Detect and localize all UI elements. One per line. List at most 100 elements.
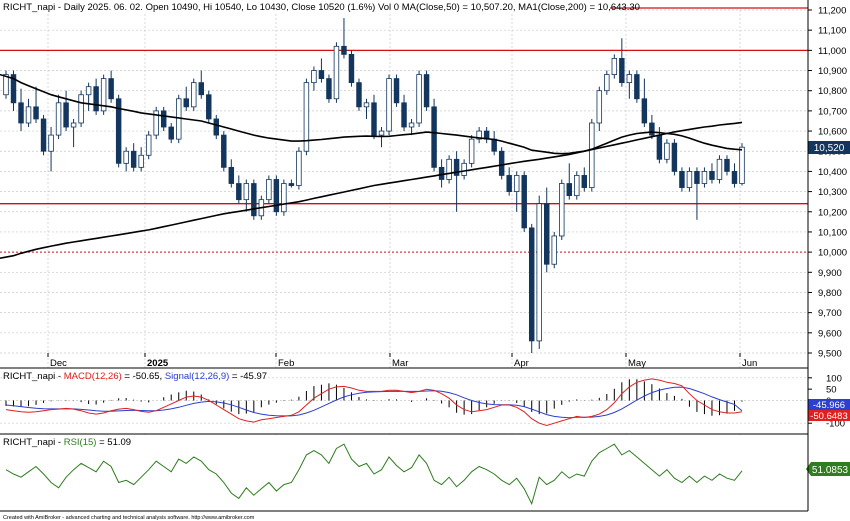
- candle-body: [566, 183, 572, 197]
- candle-body: [130, 150, 137, 168]
- rsi-plot-area[interactable]: [0, 435, 808, 511]
- ma50-line: [0, 73, 743, 155]
- candle-body: [40, 118, 47, 152]
- price-tick-label: 10,400: [818, 167, 847, 178]
- candle-body: [70, 122, 77, 128]
- x-tick-label: Mar: [392, 358, 408, 369]
- price-tick-label: 10,000: [818, 248, 847, 259]
- signal-badge: [808, 399, 850, 410]
- footer-credit: Created with AmiBroker - advanced charti…: [3, 515, 255, 521]
- macd-badge-label: -50.6483: [810, 411, 848, 422]
- candle-body: [386, 78, 392, 132]
- x-tick-label: 2025: [147, 358, 169, 369]
- price-tick-label: 10,900: [818, 66, 847, 77]
- macd-tick-label: 100: [826, 373, 842, 384]
- price-tick-label: 10,300: [818, 187, 847, 198]
- candle-body: [18, 102, 24, 124]
- price-tick-label: 10,100: [818, 227, 847, 238]
- candle-body: [559, 183, 565, 237]
- candle-body: [168, 126, 174, 140]
- price-tick-label: 10,600: [818, 127, 847, 138]
- candle-body: [423, 74, 430, 108]
- candle-body: [266, 179, 272, 201]
- candle-body: [596, 90, 603, 124]
- candle-body: [716, 158, 723, 180]
- candle-body: [108, 78, 114, 100]
- last-price-label: 10,520: [814, 143, 845, 154]
- last-price-badge: [808, 141, 850, 154]
- price-tick-label: 9,700: [818, 308, 842, 319]
- candle-body: [498, 150, 505, 176]
- candle-body: [236, 183, 242, 201]
- macd-pane: 100500-50-100 -45.966 -50.6483 RICHT_nap…: [0, 367, 850, 432]
- candle-body: [664, 142, 670, 160]
- candle-body: [243, 183, 250, 201]
- candle-body: [303, 82, 310, 152]
- x-tick-label: Dec: [50, 358, 67, 369]
- candle-body: [183, 98, 189, 108]
- candle-body: [78, 94, 84, 124]
- macd-header: RICHT_napi - MACD(12,26) = -50.65, Signa…: [3, 371, 267, 382]
- candle-body: [326, 78, 332, 100]
- candle-body: [589, 122, 595, 188]
- candle-body: [641, 98, 648, 124]
- candle-body: [251, 183, 257, 217]
- price-tick-label: 9,900: [818, 268, 842, 279]
- x-tick-label: May: [628, 358, 646, 369]
- candle-body: [731, 171, 738, 184]
- candle-body: [446, 158, 452, 180]
- price-tick-label: 11,200: [818, 6, 846, 17]
- rsi-badge-label: 51.0853: [812, 465, 849, 476]
- x-tick-label: Jun: [742, 358, 757, 369]
- candle-body: [701, 171, 708, 184]
- candle-body: [611, 58, 618, 75]
- candle-body: [25, 106, 32, 124]
- candle-body: [63, 102, 69, 128]
- candle-body: [221, 134, 227, 168]
- candle-body: [3, 74, 9, 96]
- rsi-pane: 51.0853 RICHT_napi - RSI(15) = 51.09: [0, 433, 850, 511]
- candle-body: [686, 171, 693, 188]
- candle-body: [453, 158, 460, 176]
- macd-tick-label: 50: [826, 385, 837, 396]
- candle-body: [138, 154, 144, 168]
- candle-body: [176, 98, 182, 140]
- candle-body: [626, 74, 633, 84]
- candle-body: [574, 175, 580, 197]
- macd-tick-label: -100: [826, 419, 845, 430]
- candle-body: [739, 146, 745, 184]
- candle-body: [694, 171, 700, 184]
- candle-body: [724, 158, 730, 172]
- price-y-axis: 11,200 11,100 11,000 10,900 10,800 10,700 10,6…: [808, 6, 847, 360]
- candle-body: [100, 78, 107, 112]
- candle-body: [228, 166, 235, 184]
- candle-body: [348, 53, 355, 84]
- rsi-badge-shape: [806, 462, 850, 476]
- candle-body: [521, 175, 527, 229]
- price-tick-label: 9,600: [818, 328, 842, 339]
- candle-body: [363, 102, 370, 108]
- candle-body: [48, 134, 54, 152]
- candle-body: [491, 138, 497, 152]
- price-tick-label: 9,500: [818, 349, 842, 360]
- candle-body: [10, 74, 17, 104]
- candle-body: [536, 203, 542, 342]
- candle-body: [206, 94, 212, 120]
- price-plot-area[interactable]: [0, 0, 808, 357]
- candle-body: [33, 106, 39, 120]
- candle-body: [476, 130, 482, 140]
- price-tick-label: 11,100: [818, 26, 846, 37]
- candle-body: [649, 122, 655, 136]
- candle-body: [401, 102, 407, 128]
- candle-body: [544, 203, 550, 265]
- x-tick-label: Apr: [514, 358, 529, 369]
- candle-body: [709, 171, 715, 180]
- candle-body: [393, 78, 400, 104]
- ma200-line: [0, 121, 743, 259]
- candle-body: [408, 122, 415, 128]
- rsi-line: [5, 443, 743, 506]
- candle-body: [604, 74, 610, 92]
- candle-body: [160, 110, 167, 128]
- candle-body: [356, 82, 362, 108]
